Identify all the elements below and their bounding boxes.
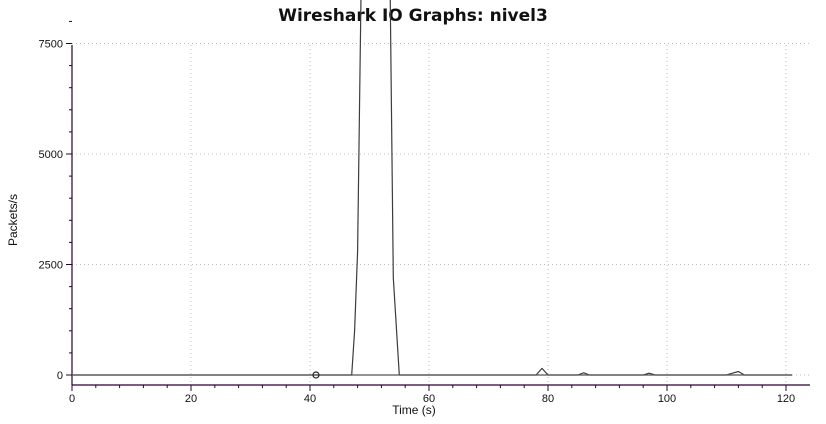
y-tick-label: 5000 (39, 149, 63, 161)
x-tick-label: 40 (304, 393, 316, 405)
series-line-1 (72, 0, 792, 376)
x-tick-label: 100 (658, 393, 676, 405)
y-tick-label: 2500 (39, 260, 63, 272)
y-tick-label: 0 (57, 370, 63, 382)
y-axis-title: Packets/s (6, 194, 20, 246)
x-axis-title: Time (s) (392, 403, 436, 417)
data-point-marker (312, 371, 320, 379)
x-tick-label: 60 (423, 393, 435, 405)
x-tick-label: 80 (542, 393, 554, 405)
x-tick-label: 120 (777, 393, 795, 405)
y-tick-label: 7500 (39, 39, 63, 51)
x-tick-label: 20 (185, 393, 197, 405)
x-tick-label: 0 (69, 393, 75, 405)
chart-title: Wireshark IO Graphs: nivel3 (278, 6, 548, 26)
